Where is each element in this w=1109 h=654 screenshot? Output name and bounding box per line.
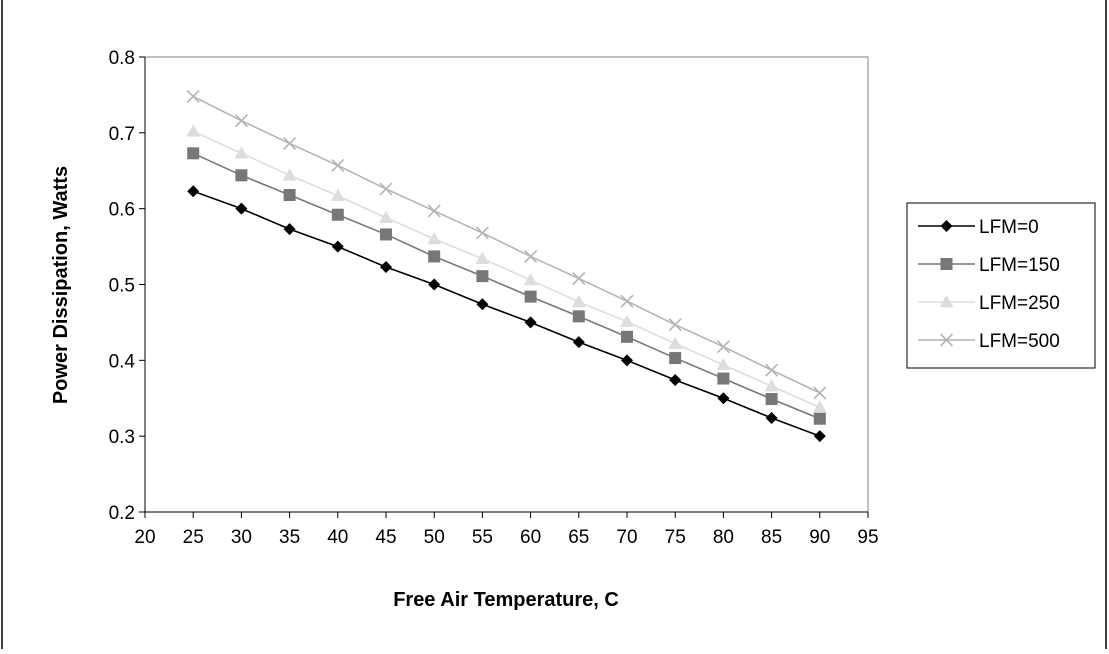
data-point-lfm-150 bbox=[187, 147, 200, 160]
data-point-lfm-250 bbox=[716, 357, 731, 371]
data-point-lfm-500 bbox=[331, 158, 345, 173]
x-tick-label: 60 bbox=[520, 527, 541, 548]
plot-area bbox=[144, 56, 869, 513]
x-tick-label: 65 bbox=[568, 527, 589, 548]
data-point-lfm-500 bbox=[716, 340, 730, 354]
x-tick-label: 35 bbox=[279, 527, 300, 548]
data-point-lfm-150 bbox=[572, 310, 585, 323]
data-point-lfm-500 bbox=[620, 294, 634, 308]
legend-marker-lfm-150 bbox=[940, 258, 953, 270]
x-tick-label: 90 bbox=[809, 527, 830, 548]
data-point-lfm-250 bbox=[571, 294, 586, 308]
series-line-lfm-0 bbox=[192, 190, 821, 437]
x-tick-label: 40 bbox=[327, 527, 348, 548]
data-point-lfm-250 bbox=[379, 210, 393, 224]
data-point-lfm-250 bbox=[330, 188, 345, 202]
data-point-lfm-150 bbox=[331, 208, 344, 221]
data-point-lfm-0 bbox=[187, 185, 200, 198]
x-tick-label: 20 bbox=[134, 527, 155, 548]
series-line-lfm-500 bbox=[192, 95, 821, 394]
x-tick-label: 95 bbox=[857, 527, 878, 548]
series-line-lfm-250 bbox=[192, 130, 821, 409]
data-point-lfm-500 bbox=[283, 136, 297, 151]
x-tick-label: 30 bbox=[231, 527, 252, 548]
data-point-lfm-0 bbox=[476, 298, 489, 311]
data-point-lfm-500 bbox=[524, 249, 538, 264]
data-point-lfm-250 bbox=[475, 251, 490, 264]
data-point-lfm-500 bbox=[427, 204, 441, 218]
data-point-lfm-150 bbox=[717, 372, 730, 385]
y-axis-title: Power Dissipation, Watts bbox=[50, 166, 72, 404]
data-point-lfm-150 bbox=[765, 393, 778, 406]
x-axis-title: Free Air Temperature, C bbox=[393, 589, 619, 611]
data-point-lfm-0 bbox=[572, 336, 585, 349]
data-point-lfm-0 bbox=[380, 261, 392, 274]
x-tick-label: 50 bbox=[424, 527, 445, 548]
data-point-lfm-150 bbox=[235, 169, 248, 182]
legend-label-lfm-0: LFM=0 bbox=[979, 217, 1039, 238]
data-point-lfm-500 bbox=[186, 89, 200, 103]
data-point-lfm-0 bbox=[524, 316, 537, 329]
data-point-lfm-0 bbox=[331, 240, 344, 253]
data-point-lfm-250 bbox=[523, 272, 538, 286]
data-point-lfm-150 bbox=[283, 189, 296, 202]
legend-label-lfm-150: LFM=150 bbox=[979, 255, 1060, 276]
data-point-lfm-150 bbox=[380, 228, 392, 241]
data-point-lfm-250 bbox=[764, 379, 779, 392]
data-point-lfm-0 bbox=[717, 392, 730, 405]
data-point-lfm-500 bbox=[379, 182, 393, 196]
y-tick-label: 0.6 bbox=[109, 200, 135, 221]
x-tick-label: 25 bbox=[183, 527, 204, 548]
data-point-lfm-500 bbox=[668, 318, 682, 332]
data-point-lfm-0 bbox=[621, 354, 633, 367]
y-tick-label: 0.4 bbox=[109, 351, 136, 372]
data-point-lfm-500 bbox=[765, 363, 779, 377]
data-point-lfm-500 bbox=[813, 386, 827, 400]
data-point-lfm-250 bbox=[186, 124, 201, 137]
data-point-lfm-250 bbox=[620, 314, 634, 327]
data-point-lfm-0 bbox=[813, 430, 826, 443]
data-point-lfm-250 bbox=[234, 146, 249, 159]
x-tick-label: 55 bbox=[472, 527, 493, 548]
data-point-lfm-250 bbox=[668, 336, 683, 349]
data-point-lfm-0 bbox=[235, 202, 248, 215]
data-point-lfm-500 bbox=[572, 271, 586, 285]
legend-label-lfm-250: LFM=250 bbox=[979, 293, 1060, 314]
series-line-lfm-150 bbox=[192, 152, 821, 420]
data-point-lfm-500 bbox=[475, 226, 489, 240]
legend-marker-lfm-0 bbox=[940, 220, 953, 232]
data-point-lfm-150 bbox=[476, 270, 489, 283]
x-tick-label: 80 bbox=[713, 527, 734, 548]
data-point-lfm-150 bbox=[813, 412, 826, 425]
data-point-lfm-150 bbox=[428, 250, 441, 263]
x-tick-label: 45 bbox=[375, 527, 396, 548]
y-tick-label: 0.2 bbox=[109, 503, 135, 524]
data-point-lfm-150 bbox=[524, 290, 537, 303]
data-point-lfm-0 bbox=[669, 374, 682, 387]
data-point-lfm-250 bbox=[282, 168, 297, 181]
data-point-lfm-0 bbox=[765, 411, 778, 424]
x-tick-label: 70 bbox=[616, 527, 637, 548]
data-point-lfm-500 bbox=[234, 114, 248, 128]
x-tick-label: 85 bbox=[761, 527, 782, 548]
data-point-lfm-250 bbox=[812, 400, 827, 413]
data-point-lfm-150 bbox=[669, 352, 682, 365]
data-point-lfm-0 bbox=[283, 223, 296, 236]
data-point-lfm-150 bbox=[621, 330, 633, 343]
legend-label-lfm-500: LFM=500 bbox=[979, 331, 1060, 352]
y-tick-label: 0.5 bbox=[109, 276, 135, 297]
x-tick-label: 75 bbox=[665, 527, 686, 548]
legend-marker-lfm-500 bbox=[939, 333, 954, 347]
data-point-lfm-250 bbox=[427, 232, 442, 245]
legend-marker-lfm-250 bbox=[939, 295, 954, 308]
y-tick-label: 0.7 bbox=[109, 124, 135, 145]
y-tick-label: 0.8 bbox=[109, 48, 135, 69]
data-point-lfm-0 bbox=[428, 278, 441, 291]
y-tick-label: 0.3 bbox=[109, 427, 135, 448]
